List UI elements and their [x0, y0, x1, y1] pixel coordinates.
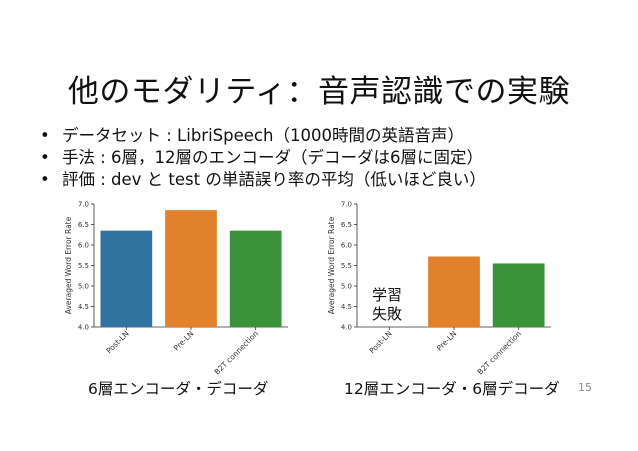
- y-tick-label: 5.5: [341, 262, 352, 270]
- bullet-text: 評価 : dev と test の単語誤り率の平均（低いほど良い）: [62, 170, 486, 189]
- x-tick-label: B2T connection: [476, 329, 524, 377]
- right-chart-caption: 12層エンコーダ・6層デコーダ: [344, 380, 560, 398]
- bullet-item: • データセット : LibriSpeech（1000時間の英語音声）: [40, 125, 486, 147]
- bullet-text: 手法 : 6層，12層のエンコーダ（デコーダは6層に固定）: [62, 148, 484, 167]
- x-tick-label: Pre-LN: [435, 329, 459, 353]
- y-tick-label: 7.0: [341, 201, 352, 209]
- x-tick-label: Pre-LN: [172, 329, 196, 353]
- bar: [165, 210, 217, 327]
- bullet-dot: •: [40, 170, 50, 189]
- left-chart-caption: 6層エンコーダ・デコーダ: [88, 380, 269, 398]
- y-tick-label: 5.0: [341, 283, 352, 291]
- right-bar-chart: 4.0 4.5 5.0 5.5 6.0 6.5 7.0 Averaged Word Error…: [325, 197, 555, 377]
- bullet-list: • データセット : LibriSpeech（1000時間の英語音声） • 手法 :…: [40, 125, 486, 191]
- training-failed-line: 失敗: [372, 305, 403, 323]
- y-tick-label: 6.0: [341, 242, 352, 250]
- training-failed-line: 学習: [372, 286, 403, 304]
- x-tick-label: Post-LN: [367, 329, 393, 355]
- x-tick-label: B2T connection: [213, 329, 261, 377]
- left-chart-svg: 4.0 4.5 5.0 5.5 6.0 6.5 7.0 Averaged Word Error…: [64, 201, 288, 377]
- slide-title: 他のモダリティ：音声認識での実験: [67, 74, 571, 110]
- y-tick-label: 4.0: [341, 324, 352, 332]
- bar: [428, 256, 480, 327]
- bullet-dot: •: [40, 148, 50, 167]
- bullet-item: • 評価 : dev と test の単語誤り率の平均（低いほど良い）: [40, 169, 486, 191]
- y-tick-label: 4.5: [341, 303, 352, 311]
- y-tick-label: 7.0: [78, 201, 89, 209]
- y-axis-label: Averaged Word Error Rate: [327, 216, 336, 314]
- bullet-dot: •: [40, 126, 50, 145]
- bullet-text: データセット : LibriSpeech（1000時間の英語音声）: [62, 126, 464, 145]
- y-tick-label: 6.0: [78, 242, 89, 250]
- bar: [100, 230, 153, 327]
- y-tick-label: 6.5: [341, 221, 352, 229]
- y-tick-label: 5.5: [78, 262, 89, 270]
- y-tick-label: 4.5: [78, 303, 89, 311]
- y-tick-label: 4.0: [78, 324, 89, 332]
- bar: [229, 230, 282, 327]
- y-tick-label: 6.5: [78, 221, 89, 229]
- x-tick-label: Post-LN: [104, 329, 130, 355]
- training-failed-label: 学習 失敗: [372, 286, 402, 324]
- bar: [492, 263, 545, 327]
- y-tick-label: 5.0: [78, 283, 89, 291]
- bullet-item: • 手法 : 6層，12層のエンコーダ（デコーダは6層に固定）: [40, 147, 486, 169]
- right-chart-svg: 4.0 4.5 5.0 5.5 6.0 6.5 7.0 Averaged Word Error…: [327, 201, 551, 377]
- y-axis-label: Averaged Word Error Rate: [64, 216, 73, 314]
- left-bar-chart: 4.0 4.5 5.0 5.5 6.0 6.5 7.0 Averaged Word Error…: [62, 197, 292, 377]
- page-number: 15: [578, 381, 592, 394]
